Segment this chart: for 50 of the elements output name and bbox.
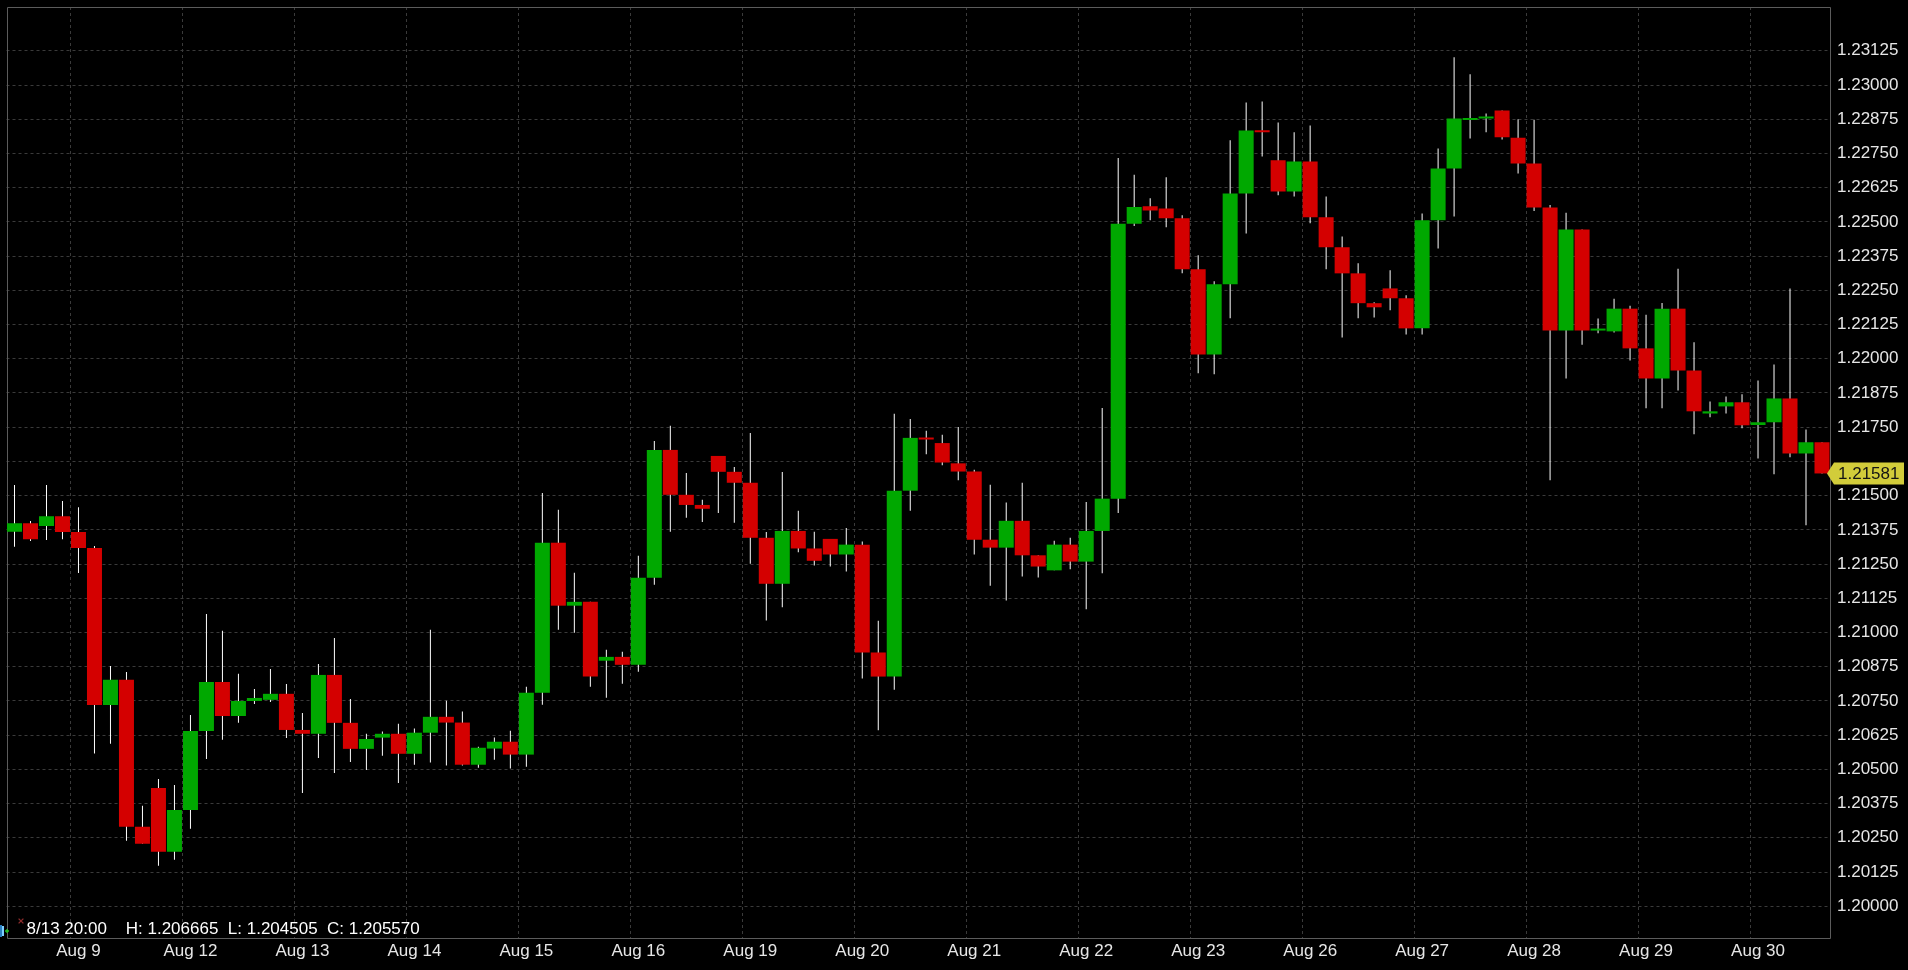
x-tick-label: Aug 27 <box>1395 940 1450 960</box>
y-tick-label: 1.23125 <box>1837 40 1899 60</box>
candlestick <box>1750 380 1766 459</box>
x-tick-label: Aug 16 <box>611 940 666 960</box>
x-tick-label: Aug 20 <box>835 940 890 960</box>
y-tick-label: 1.22500 <box>1837 211 1899 231</box>
y-tick-label: 1.20125 <box>1837 861 1899 881</box>
y-tick-label: 1.22250 <box>1837 280 1899 300</box>
x-tick-label: Aug 9 <box>56 940 101 960</box>
x-tick-label: Aug 22 <box>1059 940 1114 960</box>
x-tick-label: Aug 21 <box>947 940 1002 960</box>
y-tick-label: 1.22875 <box>1837 108 1899 128</box>
x-tick-label: Aug 23 <box>1171 940 1226 960</box>
y-tick-label: 1.22125 <box>1837 314 1899 334</box>
x-tick-label: Aug 14 <box>387 940 442 960</box>
x-tick-label: Aug 29 <box>1619 940 1673 960</box>
text: 1.21581 <box>1838 464 1900 484</box>
x-tick-label: Aug 28 <box>1507 940 1562 960</box>
annotation: 8/13 20:00 H: 1.206665 L: 1.204505 C: 1.205570 <box>26 919 420 938</box>
candlestick <box>566 572 582 633</box>
candlestick <box>598 649 614 698</box>
x-tick-label: Aug 19 <box>723 940 778 960</box>
y-tick-label: 1.21375 <box>1837 519 1899 539</box>
x-tick-label: Aug 30 <box>1731 940 1785 960</box>
y-tick-label: 1.22625 <box>1837 177 1899 197</box>
y-tick-label: 1.20875 <box>1837 656 1899 676</box>
y-tick-label: 1.20625 <box>1837 724 1899 744</box>
x-tick-label: Aug 26 <box>1283 940 1338 960</box>
candlestick <box>1254 101 1270 157</box>
candlestick <box>982 484 998 586</box>
y-tick-label: 1.22375 <box>1837 245 1899 265</box>
candlestick <box>438 700 454 766</box>
y-tick-label: 1.20250 <box>1837 827 1899 847</box>
x-tick-label: Aug 15 <box>499 940 554 960</box>
x-tick-label: Aug 13 <box>275 940 330 960</box>
y-tick-label: 1.20500 <box>1837 759 1899 779</box>
y-tick-label: 1.21000 <box>1837 622 1899 642</box>
y-tick-label: 1.22750 <box>1837 143 1899 163</box>
y-tick-label: 1.23000 <box>1837 74 1899 94</box>
y-tick-label: 1.20375 <box>1837 793 1899 813</box>
y-tick-label: 1.21750 <box>1837 416 1899 436</box>
y-tick-label: 1.20750 <box>1837 690 1899 710</box>
y-tick-label: 1.21125 <box>1837 587 1898 607</box>
y-tick-label: 1.21500 <box>1837 485 1899 505</box>
y-tick-label: 1.21250 <box>1837 553 1899 573</box>
y-tick-label: 1.20000 <box>1837 895 1899 915</box>
candlestick <box>294 712 310 793</box>
y-tick-label: 1.21875 <box>1837 382 1899 402</box>
y-tick-label: 1.22000 <box>1837 348 1899 368</box>
x-tick-label: Aug 12 <box>163 940 218 960</box>
